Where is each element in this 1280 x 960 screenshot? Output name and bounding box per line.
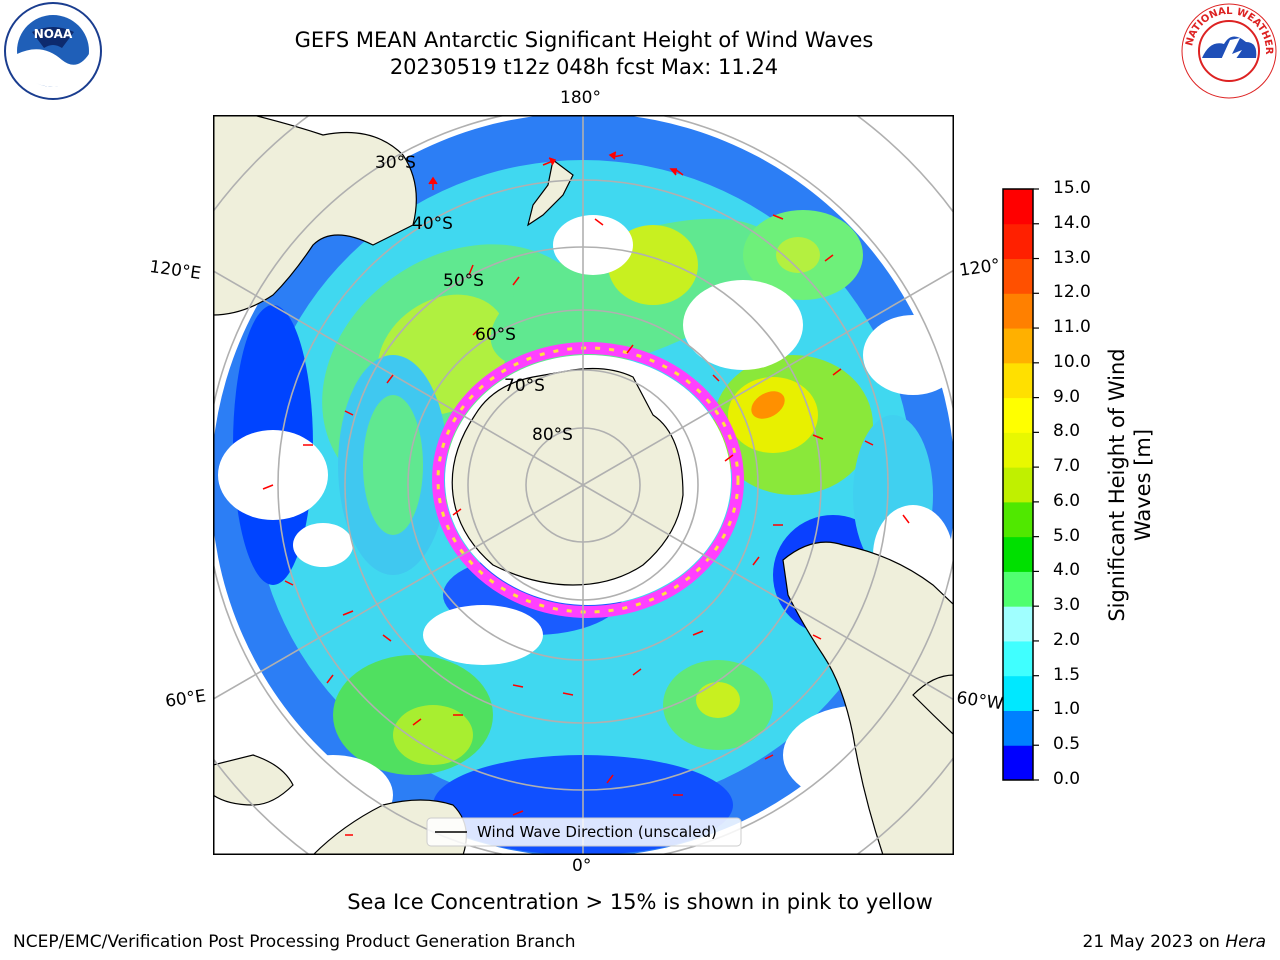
colorbar-swatch — [1003, 223, 1033, 260]
lat-label-40s: 40°S — [412, 214, 453, 234]
colorbar-tick-label: 9.0 — [1053, 386, 1081, 407]
credit-date-text: 21 May 2023 on — [1082, 932, 1226, 952]
colorbar-swatch — [1003, 189, 1033, 225]
colorbar-swatch — [1003, 328, 1033, 364]
colorbar-tick-label: 7.0 — [1053, 456, 1081, 477]
map-frame — [213, 115, 954, 855]
colorbar-swatch — [1003, 710, 1033, 746]
colorbar-label-line1: Significant Height of Wind — [1105, 348, 1129, 622]
lat-label-60s: 60°S — [475, 325, 516, 345]
lat-label-50s: 50°S — [443, 271, 484, 291]
noaa-logo-icon: NOAA — [4, 2, 102, 100]
colorbar-swatch — [1003, 501, 1033, 538]
colorbar-tick-label: 12.0 — [1053, 282, 1091, 303]
colorbar-tick-label: 14.0 — [1053, 212, 1091, 233]
lat-label-70s: 70°S — [504, 376, 545, 396]
colorbar-swatch — [1003, 675, 1033, 711]
colorbar-tick-label: 15.0 — [1053, 178, 1091, 198]
graticule — [213, 115, 954, 855]
colorbar-swatch — [1003, 397, 1033, 433]
lon-label-60e: 60°E — [164, 686, 208, 712]
colorbar-label-line2: Waves [m] — [1131, 428, 1155, 542]
colorbar-tick-label: 11.0 — [1053, 317, 1091, 338]
chart-title: GEFS MEAN Antarctic Significant Height o… — [294, 28, 874, 52]
chart-subtitle: 20230519 t12z 048h fcst Max: 11.24 — [389, 55, 779, 79]
colorbar-tick-label: 0.5 — [1053, 734, 1081, 755]
lon-label-0: 0° — [572, 856, 592, 876]
colorbar-swatch — [1003, 571, 1033, 607]
sea-ice-note: Sea Ice Concentration > 15% is shown in … — [347, 890, 933, 914]
colorbar-label: Significant Height of Wind Waves [m] — [1104, 325, 1156, 645]
lon-label-120w: 120° — [958, 255, 1002, 281]
masked-regions — [218, 215, 954, 835]
colorbar-swatch — [1003, 467, 1033, 503]
colorbar-tick-label: 1.0 — [1053, 699, 1081, 720]
colorbar-swatch — [1003, 606, 1033, 642]
colorbar-tick-label: 3.0 — [1053, 595, 1081, 616]
colorbar-swatch — [1003, 258, 1033, 294]
wave-direction-arrows — [262, 151, 910, 836]
colorbar-frame — [1002, 188, 1034, 781]
credit-machine: Hera — [1225, 932, 1266, 952]
colorbar-tick-label: 0.0 — [1053, 769, 1081, 789]
colorbar-swatch — [1003, 745, 1033, 781]
colorbar-tick-label: 4.0 — [1053, 560, 1081, 581]
colorbar-tick-label: 1.5 — [1053, 664, 1081, 685]
colorbar-swatch — [1003, 293, 1033, 329]
credit-date: 21 May 2023 on Hera — [1083, 932, 1267, 952]
legend-label: Wind Wave Direction (unscaled) — [477, 823, 717, 841]
colorbar — [1002, 188, 1039, 781]
wave-height-map: 30°S 40°S 50°S 60°S 70°S 80°S Wind Wave … — [213, 115, 954, 855]
credit-branch: NCEP/EMC/Verification Post Processing Pr… — [13, 932, 576, 952]
lat-label-80s: 80°S — [532, 425, 573, 445]
colorbar-tick-label: 2.0 — [1053, 629, 1081, 650]
lon-label-180: 180° — [560, 88, 601, 108]
colorbar-swatch — [1003, 362, 1033, 399]
colorbar-tick-label: 13.0 — [1053, 247, 1091, 268]
colorbar-tick-label: 6.0 — [1053, 490, 1081, 511]
colorbar-swatch — [1003, 536, 1033, 572]
colorbar-swatch — [1003, 640, 1033, 677]
colorbar-tick-label: 5.0 — [1053, 525, 1081, 546]
sea-ice-edge-inner — [436, 346, 740, 614]
lon-label-60w: 60°W — [955, 688, 1005, 715]
lon-label-120e: 120°E — [148, 257, 203, 285]
noaa-logo-text: NOAA — [34, 27, 73, 41]
colorbar-tick-label: 10.0 — [1053, 351, 1091, 372]
lat-label-30s: 30°S — [375, 153, 416, 173]
colorbar-tick-label: 8.0 — [1053, 421, 1081, 442]
nws-logo-icon: NATIONAL WEATHER SERVICE — [1180, 2, 1277, 99]
colorbar-swatch — [1003, 432, 1033, 468]
map-legend: Wind Wave Direction (unscaled) — [426, 817, 742, 847]
